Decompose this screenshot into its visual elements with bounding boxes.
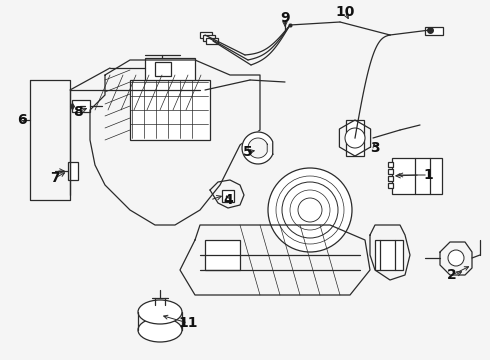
Bar [375, 240, 403, 270]
Bar [346, 120, 364, 156]
Bar [203, 35, 215, 41]
Bar [222, 190, 234, 202]
Bar [205, 240, 240, 270]
Bar [425, 27, 443, 35]
Text: 8: 8 [73, 105, 83, 119]
Bar [145, 58, 195, 80]
Text: 7: 7 [50, 171, 60, 185]
Ellipse shape [138, 300, 182, 324]
Bar [155, 62, 171, 76]
Text: 11: 11 [178, 316, 198, 330]
Text: 10: 10 [335, 5, 355, 19]
Text: 6: 6 [17, 113, 27, 127]
Text: 5: 5 [243, 145, 253, 159]
Ellipse shape [138, 318, 182, 342]
Bar [200, 32, 212, 38]
Circle shape [282, 182, 338, 238]
Text: 4: 4 [223, 193, 233, 207]
Circle shape [448, 250, 464, 266]
Bar [388, 183, 393, 188]
Bar [72, 100, 90, 112]
Bar [388, 176, 393, 181]
Polygon shape [242, 132, 273, 164]
Bar [388, 169, 393, 174]
Text: 3: 3 [370, 141, 380, 155]
Text: 1: 1 [423, 168, 433, 182]
Circle shape [345, 128, 365, 148]
Bar [392, 158, 442, 194]
Text: 2: 2 [447, 268, 457, 282]
Bar [130, 80, 210, 140]
Circle shape [298, 198, 322, 222]
Bar [388, 162, 393, 167]
Text: 9: 9 [280, 11, 290, 25]
Bar [206, 38, 218, 44]
Bar [68, 162, 78, 180]
Circle shape [268, 168, 352, 252]
